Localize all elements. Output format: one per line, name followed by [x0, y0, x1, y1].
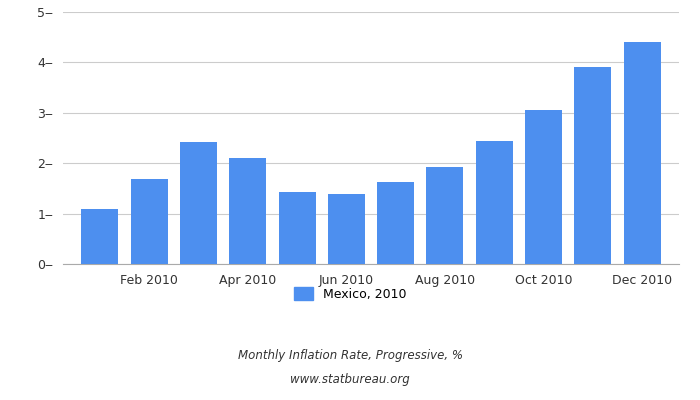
Bar	[328, 194, 365, 264]
Text: Monthly Inflation Rate, Progressive, %: Monthly Inflation Rate, Progressive, %	[237, 350, 463, 362]
Text: www.statbureau.org: www.statbureau.org	[290, 374, 410, 386]
Bar	[624, 42, 661, 264]
Bar	[525, 110, 562, 264]
Bar	[426, 167, 463, 264]
Bar	[476, 140, 512, 264]
Bar	[230, 158, 266, 264]
Bar	[279, 192, 316, 264]
Bar	[377, 182, 414, 264]
Bar	[81, 209, 118, 264]
Bar	[131, 179, 168, 264]
Legend: Mexico, 2010: Mexico, 2010	[289, 282, 411, 306]
Bar	[574, 67, 611, 264]
Bar	[180, 142, 217, 264]
